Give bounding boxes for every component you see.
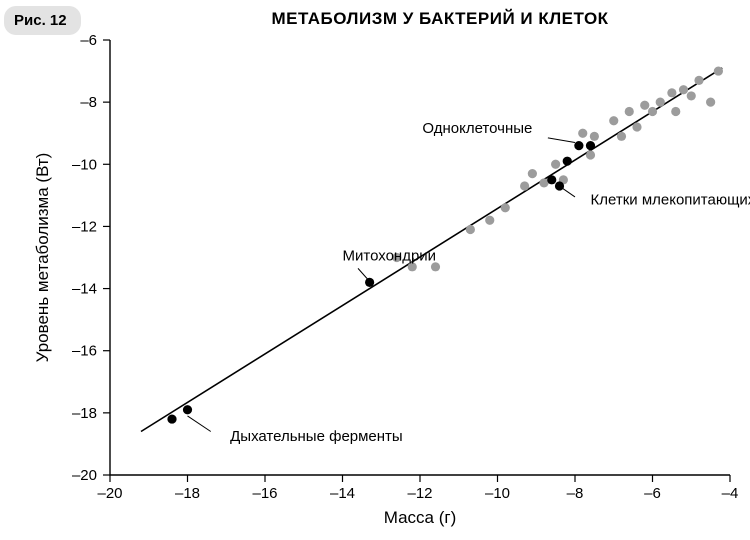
x-tick-label: –18 [175, 485, 200, 502]
data-point-gray [656, 98, 665, 107]
data-point-black [183, 405, 192, 414]
y-tick-label: –14 [72, 281, 97, 298]
annotation-label: Одноклеточные [422, 120, 532, 137]
data-point-black [365, 278, 374, 287]
data-point-black [574, 141, 583, 150]
y-tick-label: –18 [72, 405, 97, 422]
data-point-gray [578, 129, 587, 138]
y-tick-label: –10 [72, 156, 97, 173]
scatter-chart: МЕТАБОЛИЗМ У БАКТЕРИЙ И КЛЕТОК –20 –18 –16 –… [0, 0, 750, 540]
x-tick-label: –4 [722, 485, 739, 502]
x-axis-title: Масса (г) [384, 508, 457, 527]
data-point-gray [590, 132, 599, 141]
data-point-gray [632, 122, 641, 131]
annotation-leader [188, 416, 211, 432]
data-point-gray [617, 132, 626, 141]
y-tick-label: –12 [72, 218, 97, 235]
annotation-label: Митохондрии [343, 248, 437, 265]
data-point-gray [648, 107, 657, 116]
figure-container: Рис. 12 МЕТАБОЛИЗМ У БАКТЕРИЙ И КЛЕТОК –2… [0, 0, 750, 540]
data-point-gray [551, 160, 560, 169]
data-point-black [563, 157, 572, 166]
data-point-black [547, 175, 556, 184]
data-point-gray [466, 225, 475, 234]
x-tick-label: –8 [567, 485, 584, 502]
data-point-black [555, 181, 564, 190]
data-point-gray [625, 107, 634, 116]
data-point-black [167, 414, 176, 423]
data-point-gray [667, 88, 676, 97]
data-point-gray [671, 107, 680, 116]
data-point-gray [528, 169, 537, 178]
x-tick-label: –16 [252, 485, 277, 502]
data-point-black [586, 141, 595, 150]
data-point-gray [520, 181, 529, 190]
x-tick-label: –6 [644, 485, 661, 502]
y-tick-label: –6 [80, 32, 97, 49]
data-point-gray [714, 66, 723, 75]
data-point-gray [640, 101, 649, 110]
data-point-gray [679, 85, 688, 94]
data-point-gray [706, 98, 715, 107]
chart-title: МЕТАБОЛИЗМ У БАКТЕРИЙ И КЛЕТОК [271, 9, 608, 28]
figure-number-text: Рис. 12 [14, 12, 67, 29]
annotation-leader [358, 268, 368, 279]
x-tick-label: –10 [485, 485, 510, 502]
y-axis-title: Уровень метаболизма (Вт) [33, 153, 52, 363]
y-tick-label: –8 [80, 94, 97, 111]
data-point-gray [485, 216, 494, 225]
data-point-gray [586, 150, 595, 159]
data-point-gray [694, 76, 703, 85]
annotation-label: Клетки млекопитающих [591, 192, 750, 209]
x-tick-label: –14 [330, 485, 355, 502]
annotation-leader [548, 138, 575, 143]
annotation-label: Дыхательные ферменты [230, 428, 403, 445]
figure-number-badge: Рис. 12 [4, 6, 81, 35]
data-point-gray [501, 203, 510, 212]
y-tick-label: –16 [72, 343, 97, 360]
x-tick-label: –20 [97, 485, 122, 502]
data-point-gray [687, 91, 696, 100]
annotation-leader [561, 188, 575, 197]
data-point-gray [609, 116, 618, 125]
y-tick-label: –20 [72, 467, 97, 484]
x-tick-label: –12 [407, 485, 432, 502]
